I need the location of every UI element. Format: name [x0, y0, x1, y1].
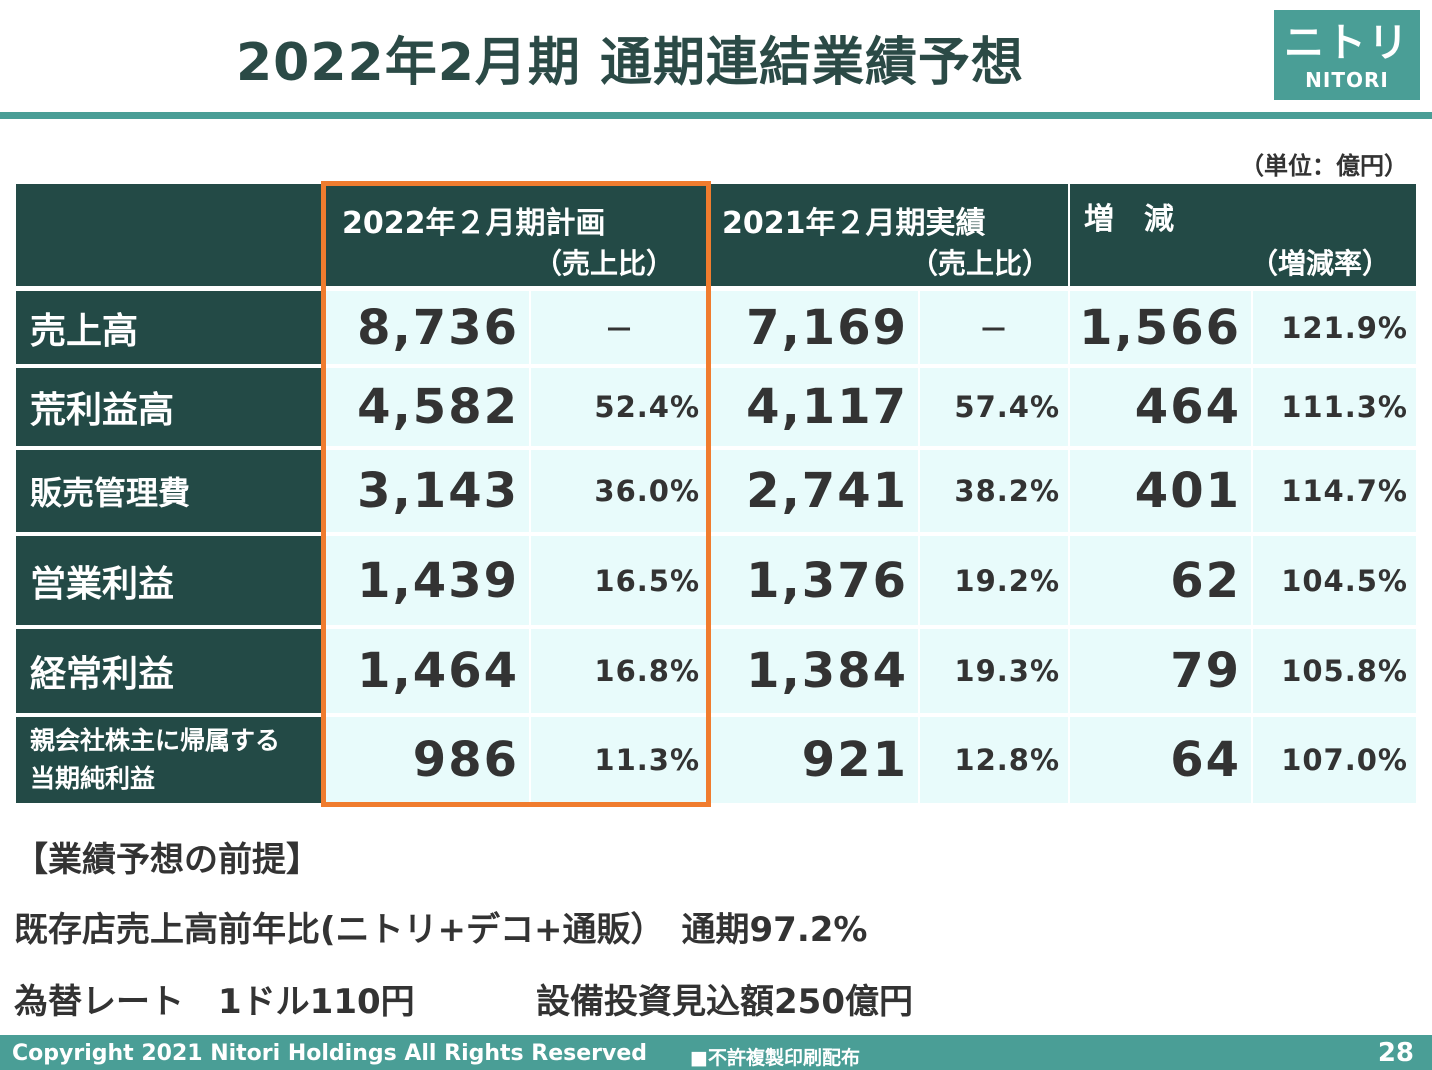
change-rate: 111.3%: [1253, 368, 1416, 446]
plan-ratio: 52.4%: [531, 368, 708, 446]
plan-ratio: －: [531, 291, 708, 364]
plan-value: 3,143: [326, 450, 529, 532]
plan-value: 986: [326, 717, 529, 803]
page-title: 2022年2月期 通期連結業績予想: [235, 33, 1024, 93]
change-value: 1,566: [1070, 291, 1251, 364]
actual-ratio: 19.3%: [920, 629, 1068, 713]
header-actual: 2021年２月期実績 （売上比）: [710, 184, 1068, 286]
header-plan: 2022年２月期計画 （売上比）: [326, 184, 708, 286]
header-plan-title: 2022年２月期計画: [342, 206, 606, 241]
header-change-title: 増 減: [1084, 202, 1174, 237]
actual-value: 921: [710, 717, 918, 803]
premise-exchange-rate: 為替レート 1ドル110円: [14, 982, 415, 1022]
change-rate: 107.0%: [1253, 717, 1416, 803]
actual-value: 2,741: [710, 450, 918, 532]
footer-bar: Copyright 2021 Nitori Holdings All Right…: [0, 1035, 1432, 1070]
change-rate: 104.5%: [1253, 536, 1416, 625]
row-label: 荒利益高: [16, 368, 324, 446]
actual-value: 4,117: [710, 368, 918, 446]
actual-ratio: 57.4%: [920, 368, 1068, 446]
copyright-text: Copyright 2021 Nitori Holdings All Right…: [12, 1041, 648, 1066]
logo-mark: ニトリ: [1284, 20, 1410, 66]
actual-value: 1,384: [710, 629, 918, 713]
row-label: 親会社株主に帰属する当期純利益: [16, 717, 324, 803]
change-value: 464: [1070, 368, 1251, 446]
premise-existing-store-sales: 既存店売上高前年比(ニトリ+デコ+通販） 通期97.2%: [14, 910, 868, 950]
premise-heading: 【業績予想の前提】: [14, 840, 320, 880]
row-label: 営業利益: [16, 536, 324, 625]
premise-capex: 設備投資見込額250億円: [536, 982, 913, 1022]
change-value: 79: [1070, 629, 1251, 713]
plan-ratio: 36.0%: [531, 450, 708, 532]
plan-value: 8,736: [326, 291, 529, 364]
change-value: 64: [1070, 717, 1251, 803]
change-value: 62: [1070, 536, 1251, 625]
change-value: 401: [1070, 450, 1251, 532]
nitori-logo: ニトリ NITORI: [1274, 10, 1420, 100]
row-label: 経常利益: [16, 629, 324, 713]
row-label: 販売管理費: [16, 450, 324, 532]
plan-value: 1,439: [326, 536, 529, 625]
actual-value: 1,376: [710, 536, 918, 625]
actual-value: 7,169: [710, 291, 918, 364]
plan-value: 1,464: [326, 629, 529, 713]
actual-ratio: 38.2%: [920, 450, 1068, 532]
header-actual-sub: （売上比）: [910, 247, 1051, 280]
header-change-sub: （増減率）: [1250, 247, 1391, 280]
title-underline: [0, 112, 1432, 119]
plan-ratio: 11.3%: [531, 717, 708, 803]
logo-text: NITORI: [1305, 68, 1389, 92]
reproduction-notice: ■不許複製印刷配布: [690, 1047, 860, 1069]
row-label: 売上高: [16, 291, 324, 364]
unit-note: （単位：億円）: [1240, 152, 1408, 180]
header-plan-sub: （売上比）: [534, 247, 675, 280]
change-rate: 121.9%: [1253, 291, 1416, 364]
change-rate: 105.8%: [1253, 629, 1416, 713]
header-change: 増 減 （増減率）: [1070, 184, 1416, 286]
actual-ratio: －: [920, 291, 1068, 364]
plan-ratio: 16.8%: [531, 629, 708, 713]
plan-value: 4,582: [326, 368, 529, 446]
plan-ratio: 16.5%: [531, 536, 708, 625]
header-corner: [16, 184, 324, 286]
page-number: 28: [1377, 1038, 1414, 1068]
actual-ratio: 12.8%: [920, 717, 1068, 803]
change-rate: 114.7%: [1253, 450, 1416, 532]
header-actual-title: 2021年２月期実績: [722, 206, 986, 241]
actual-ratio: 19.2%: [920, 536, 1068, 625]
